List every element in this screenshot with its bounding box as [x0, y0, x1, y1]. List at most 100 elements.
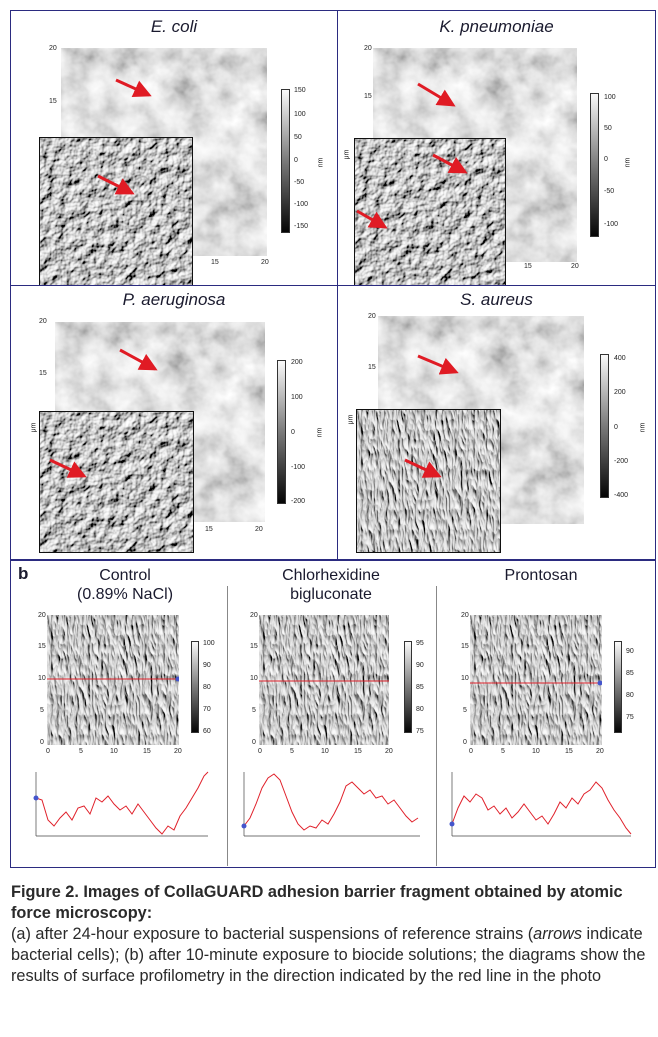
x-tick: 15: [524, 263, 532, 270]
colorbar-tick: -150: [294, 223, 309, 230]
colorbar-tick: 0: [614, 424, 618, 431]
height-colorbar: [277, 360, 286, 504]
bacteria-arrow: [115, 78, 152, 97]
bacteria-arrow: [356, 209, 388, 229]
colorbar-tick: 50: [294, 134, 302, 141]
x-tick: 20: [571, 263, 579, 270]
x-tick: 0: [469, 748, 473, 755]
x-tick: 10: [110, 748, 118, 755]
colorbar-tick: 75: [626, 714, 634, 721]
colorbar-tick: 85: [626, 670, 634, 677]
x-tick: 20: [174, 748, 182, 755]
x-tick: 20: [255, 526, 263, 533]
panel-a-saureus: S. aureus 20 15 μm 400 200 0 -200 -400 n…: [337, 285, 656, 560]
y-tick: 5: [252, 707, 256, 714]
afm-image-control: [47, 615, 179, 745]
colorbar-unit: nm: [639, 422, 647, 433]
profile-plot-chlorhexidine: [241, 772, 420, 837]
y-tick: 15: [250, 643, 258, 650]
colorbar-tick: 100: [294, 111, 306, 118]
colorbar-tick: 80: [416, 706, 424, 713]
afm-phase-inset: [356, 409, 501, 553]
caption-text: indicate bacterial cells); (b) after 10-…: [11, 925, 646, 985]
colorbar-chlorhexidine: [404, 641, 412, 733]
y-tick: 5: [463, 707, 467, 714]
y-tick: 15: [38, 643, 46, 650]
y-tick: 0: [463, 739, 467, 746]
colorbar-tick: 80: [626, 692, 634, 699]
figure-caption: Figure 2. Images of CollaGUARD adhesion …: [11, 882, 651, 987]
title-line: Prontosan: [504, 567, 578, 584]
panel-title: K. pneumoniae: [439, 17, 554, 36]
colorbar-tick: 90: [416, 662, 424, 669]
panel-a-paeruginosa: P. aeruginosa 20 15 μm 15 20 200 100 0 -…: [10, 285, 338, 560]
y-tick: 20: [250, 612, 258, 619]
colorbar-tick: 80: [203, 684, 211, 691]
colorbar-tick: -50: [294, 179, 305, 186]
x-tick: 15: [211, 259, 219, 266]
panel-b-label: b: [18, 564, 29, 583]
afm-phase-inset: [354, 138, 506, 286]
colorbar-tick: -100: [291, 464, 306, 471]
y-tick: 20: [38, 612, 46, 619]
colorbar-tick: -200: [291, 498, 306, 505]
bacteria-arrow: [404, 458, 442, 478]
colorbar-tick: -400: [614, 492, 629, 499]
bacteria-arrow: [417, 354, 459, 375]
y-tick: 20: [39, 318, 47, 325]
x-tick: 20: [385, 748, 393, 755]
x-tick: 0: [258, 748, 262, 755]
caption-text: (a) after 24-hour exposure to bacterial …: [11, 925, 534, 943]
bacteria-arrow: [49, 458, 87, 478]
y-axis-unit: μm: [347, 414, 355, 425]
bacteria-arrow: [432, 153, 468, 174]
panel-title: S. aureus: [460, 290, 533, 309]
colorbar-unit: nm: [317, 157, 325, 168]
caption-italic-text: arrows: [533, 925, 583, 943]
bacteria-arrow: [97, 174, 135, 195]
y-tick: 15: [364, 93, 372, 100]
y-tick: 5: [40, 707, 44, 714]
title-line: bigluconate: [290, 586, 372, 603]
caption-title: Figure 2. Images of CollaGUARD adhesion …: [11, 883, 623, 922]
colorbar-tick: 70: [203, 706, 211, 713]
caption-body: (a) after 24-hour exposure to bacterial …: [11, 924, 651, 987]
colorbar-tick: 75: [416, 728, 424, 735]
y-tick: 10: [461, 675, 469, 682]
panel-title: P. aeruginosa: [122, 290, 226, 309]
afm-image-chlorhexidine: [259, 615, 389, 745]
colorbar-tick: -200: [614, 458, 629, 465]
y-tick: 10: [38, 675, 46, 682]
colorbar-tick: 0: [294, 157, 298, 164]
colorbar-tick: 100: [291, 394, 303, 401]
panel-a-ecoli: E. coli 20 15 μm 15 20 150 100 50 0 -50 …: [10, 10, 338, 287]
panel-title: E. coli: [150, 17, 198, 36]
x-tick: 5: [290, 748, 294, 755]
x-tick: 5: [79, 748, 83, 755]
colorbar-tick: 200: [614, 389, 626, 396]
colorbar-tick: 90: [203, 662, 211, 669]
title-line: Control: [99, 567, 151, 584]
height-colorbar: [590, 93, 599, 237]
bacteria-arrow: [119, 348, 158, 371]
colorbar-tick: 0: [604, 156, 608, 163]
height-colorbar: [600, 354, 609, 498]
x-tick: 5: [501, 748, 505, 755]
x-tick: 0: [46, 748, 50, 755]
colorbar-tick: 200: [291, 359, 303, 366]
afm-phase-inset: [39, 411, 194, 553]
y-tick: 0: [40, 739, 44, 746]
y-tick: 10: [250, 675, 258, 682]
afm-image-prontosan: [470, 615, 602, 745]
colorbar-tick: 85: [416, 684, 424, 691]
profile-marker: [597, 680, 602, 686]
x-tick: 15: [143, 748, 151, 755]
y-tick: 0: [252, 739, 256, 746]
colorbar-tick: 50: [604, 125, 612, 132]
y-tick: 15: [49, 98, 57, 105]
y-tick: 20: [461, 612, 469, 619]
colorbar-tick: 60: [203, 728, 211, 735]
y-tick: 15: [461, 643, 469, 650]
colorbar-tick: -100: [604, 221, 619, 228]
colorbar-tick: -100: [294, 201, 309, 208]
